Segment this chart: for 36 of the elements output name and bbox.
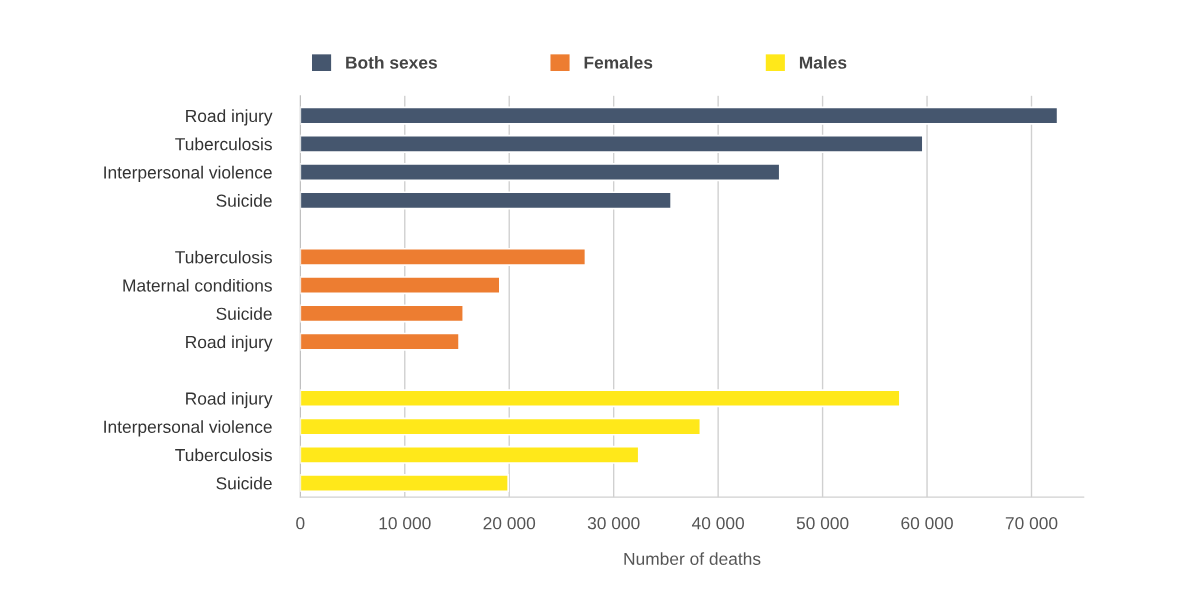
y-tick-label: Suicide [216, 307, 272, 320]
bar [300, 474, 510, 493]
bar [300, 304, 465, 323]
y-tick-label: Interpersonal violence [104, 420, 272, 437]
legend-label: Females [584, 56, 653, 69]
x-tick-label: 10 000 [379, 517, 431, 530]
x-tick-label: 40 000 [691, 517, 745, 530]
bar [300, 106, 1059, 125]
bar [300, 389, 901, 408]
bar [300, 417, 702, 436]
y-tick-label: Tuberculosis [175, 448, 272, 462]
y-tick-label: Interpersonal violence [104, 165, 272, 183]
bar [300, 332, 460, 351]
bar [300, 163, 781, 182]
y-tick-label: Road injury [186, 391, 273, 409]
y-tick-label: Tuberculosis [175, 250, 272, 264]
y-tick-label: Suicide [216, 194, 272, 207]
x-tick-label: 70 000 [1005, 517, 1058, 530]
bar [300, 191, 672, 210]
x-tick-label: 20 000 [483, 517, 536, 530]
bar [300, 445, 640, 464]
y-tick-label: Road injury [186, 335, 273, 352]
bar [300, 247, 587, 266]
legend-label: Males [799, 56, 847, 69]
y-tick-label: Suicide [216, 476, 272, 490]
y-tick-label: Tuberculosis [175, 137, 272, 151]
x-tick-label: 0 [296, 517, 305, 530]
x-tick-label: 50 000 [796, 517, 849, 530]
bar [300, 276, 501, 295]
x-tick-label: 60 000 [901, 517, 953, 530]
y-tick-label: Maternal conditions [123, 278, 272, 292]
x-axis-title: Number of deaths [624, 552, 761, 565]
legend-label: Both sexes [346, 56, 437, 69]
y-tick-label: Road injury [186, 109, 273, 126]
bar [300, 134, 924, 153]
x-tick-label: 30 000 [587, 517, 640, 530]
